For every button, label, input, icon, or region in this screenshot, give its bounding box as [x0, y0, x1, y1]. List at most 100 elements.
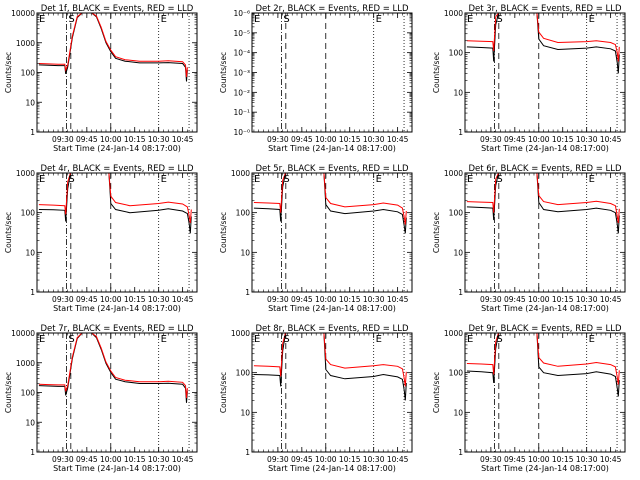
x-axis-label: Start Time (24-Jan-14 08:17:00) — [268, 144, 396, 153]
x-tick-label: 10:15 — [339, 135, 361, 144]
y-axis-label: Counts/sec — [432, 372, 441, 413]
y-tick-label: 1 — [245, 448, 250, 457]
x-tick-label: 10:00 — [100, 295, 122, 304]
flag-marker: S — [283, 14, 289, 25]
plot-frame — [464, 172, 626, 293]
flag-marker: E — [161, 334, 167, 345]
plot-frame — [251, 172, 413, 293]
series-line-lld — [466, 13, 620, 62]
panel-title: Det 8r, BLACK = Events, RED = LLD — [255, 324, 409, 334]
x-tick-label: 09:45 — [291, 455, 313, 464]
y-axis-label: Counts/sec — [4, 372, 13, 413]
x-tick-label: 10:30 — [148, 295, 170, 304]
y-tick-label: 1000 — [444, 9, 463, 18]
flag-marker: E — [254, 174, 260, 185]
x-tick-label: 10:15 — [552, 455, 574, 464]
y-tick-label: 100 — [21, 389, 36, 398]
flag-marker: S — [68, 14, 74, 25]
flag-marker: E — [254, 334, 260, 345]
x-tick-label: 10:45 — [172, 455, 194, 464]
y-tick-label: 10 — [25, 98, 35, 107]
y-tick-label: 10000 — [11, 329, 35, 338]
x-axis-label: Start Time (24-Jan-14 08:17:00) — [53, 304, 181, 313]
panel-title: Det 1f, BLACK = Events, RED = LLD — [41, 4, 194, 14]
y-tick-label: 1 — [458, 448, 463, 457]
flag-marker: E — [376, 14, 382, 25]
panel-title: Det 3r, BLACK = Events, RED = LLD — [468, 4, 622, 14]
x-tick-label: 09:30 — [480, 455, 502, 464]
series-line-lld — [253, 333, 407, 387]
series-group — [38, 333, 188, 403]
y-tick-label: 10⁻⁴ — [233, 49, 250, 58]
flag-marker: E — [467, 14, 473, 25]
y-axis-label: Counts/sec — [4, 52, 13, 93]
plot-frame — [251, 332, 413, 453]
x-tick-label: 10:00 — [528, 295, 550, 304]
y-tick-label: 10 — [453, 408, 463, 417]
flag-marker: E — [376, 334, 382, 345]
series-line-events — [466, 13, 620, 74]
x-tick-label: 09:45 — [76, 135, 98, 144]
y-tick-label: 10 — [453, 88, 463, 97]
x-tick-label: 09:30 — [480, 295, 502, 304]
y-tick-label: 10⁻² — [233, 88, 250, 97]
x-tick-label: 10:45 — [600, 455, 622, 464]
series-group — [466, 173, 620, 234]
y-tick-label: 10000 — [11, 9, 35, 18]
series-line-lld — [38, 333, 188, 399]
flag-marker: S — [496, 334, 502, 345]
y-tick-label: 100 — [21, 69, 36, 78]
x-axis-label: Start Time (24-Jan-14 08:17:00) — [481, 464, 609, 473]
y-tick-label: 10⁻⁰ — [233, 128, 250, 137]
y-tick-label: 100 — [449, 209, 464, 218]
x-tick-label: 10:15 — [124, 135, 146, 144]
x-tick-label: 10:15 — [552, 135, 574, 144]
y-tick-label: 1000 — [16, 39, 35, 48]
x-tick-label: 10:30 — [576, 455, 598, 464]
flag-marker: E — [589, 174, 595, 185]
flag-marker: S — [283, 334, 289, 345]
series-group — [253, 173, 407, 234]
x-tick-label: 10:30 — [576, 295, 598, 304]
series-group — [253, 333, 407, 401]
y-tick-label: 1 — [458, 288, 463, 297]
y-tick-label: 10 — [25, 248, 35, 257]
x-tick-label: 10:00 — [100, 455, 122, 464]
flag-marker: S — [283, 174, 289, 185]
y-tick-label: 1 — [458, 128, 463, 137]
y-tick-label: 10⁻¹ — [233, 108, 250, 117]
flag-marker: S — [496, 174, 502, 185]
y-tick-label: 10 — [25, 418, 35, 427]
x-axis-label: Start Time (24-Jan-14 08:17:00) — [268, 464, 396, 473]
x-tick-label: 10:00 — [528, 455, 550, 464]
x-tick-label: 10:30 — [576, 135, 598, 144]
flag-marker: E — [589, 334, 595, 345]
y-tick-label: 10 — [240, 408, 250, 417]
y-axis-label: Counts/sec — [219, 212, 228, 253]
y-axis-label: Counts/sec — [219, 372, 228, 413]
x-tick-label: 09:45 — [504, 295, 526, 304]
x-tick-label: 10:45 — [600, 135, 622, 144]
x-tick-label: 10:45 — [172, 295, 194, 304]
series-line-events — [38, 173, 192, 234]
plot-frame — [36, 172, 198, 293]
x-tick-label: 10:45 — [387, 455, 409, 464]
panel-title: Det 2r, BLACK = Events, RED = LLD — [255, 4, 409, 14]
flag-marker: S — [68, 174, 74, 185]
y-axis-label: Counts/sec — [432, 212, 441, 253]
x-tick-label: 10:15 — [552, 295, 574, 304]
plot-frame — [36, 12, 198, 133]
y-tick-label: 100 — [236, 369, 251, 378]
y-tick-label: 100 — [449, 49, 464, 58]
x-tick-label: 10:30 — [363, 135, 385, 144]
x-tick-label: 10:45 — [600, 295, 622, 304]
x-axis-label: Start Time (24-Jan-14 08:17:00) — [481, 144, 609, 153]
x-axis-label: Start Time (24-Jan-14 08:17:00) — [53, 464, 181, 473]
flag-marker: E — [39, 14, 45, 25]
flag-marker: E — [589, 14, 595, 25]
x-tick-label: 10:00 — [528, 135, 550, 144]
